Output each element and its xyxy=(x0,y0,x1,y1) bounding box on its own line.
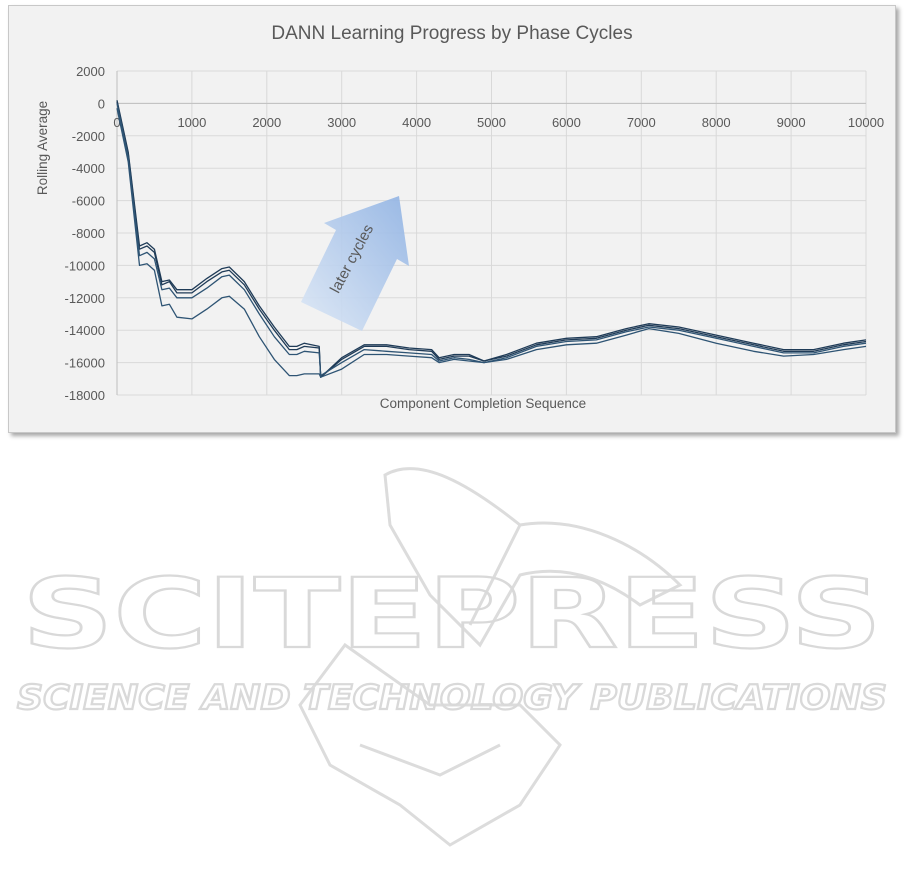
x-tick-label: 0 xyxy=(113,115,120,130)
series-line-1 xyxy=(116,100,867,378)
series-line-4 xyxy=(116,108,867,378)
x-tick-label: 1000 xyxy=(177,115,206,130)
series-lines xyxy=(116,100,867,378)
x-tick-label: 5000 xyxy=(477,115,506,130)
book-logo-icon xyxy=(298,467,683,847)
x-axis-label: Component Completion Sequence xyxy=(380,396,586,411)
x-tick-label: 9000 xyxy=(777,115,806,130)
series-line-2 xyxy=(116,101,867,378)
chart-frame: DANN Learning Progress by Phase Cycles 2… xyxy=(8,5,896,433)
y-tick-label: -10000 xyxy=(65,258,105,273)
sciteress-watermark: SCITEPRESS SCIENCE AND TECHNOLOGY PUBLIC… xyxy=(16,467,888,847)
x-tick-label: 10000 xyxy=(848,115,884,130)
y-tick-label: 2000 xyxy=(76,64,105,79)
gridlines xyxy=(116,70,867,396)
y-tick-label: 0 xyxy=(98,96,105,111)
y-tick-label: -18000 xyxy=(65,388,105,403)
x-tick-label: 6000 xyxy=(552,115,581,130)
x-tick-label: 2000 xyxy=(252,115,281,130)
x-tick-labels: 0 1000 2000 3000 4000 5000 6000 7000 8000 9000 100… xyxy=(113,115,884,130)
x-tick-label: 7000 xyxy=(627,115,656,130)
chart-title: DANN Learning Progress by Phase Cycles xyxy=(271,23,632,44)
y-tick-label: -8000 xyxy=(72,226,105,241)
y-tick-label: -4000 xyxy=(72,161,105,176)
watermark-brand: SCITEPRESS xyxy=(22,558,882,670)
line-chart: DANN Learning Progress by Phase Cycles 2… xyxy=(35,23,884,411)
y-axis-label: Rolling Average xyxy=(35,101,50,195)
y-tick-label: -12000 xyxy=(65,291,105,306)
series-line-3 xyxy=(116,103,867,377)
watermark-tagline: SCIENCE AND TECHNOLOGY PUBLICATIONS xyxy=(17,678,887,718)
y-tick-label: -2000 xyxy=(72,129,105,144)
y-tick-label: -14000 xyxy=(65,323,105,338)
y-tick-labels: 2000 0 -2000 -4000 -6000 -8000 -10000 -12000 -14… xyxy=(65,64,105,403)
y-tick-label: -16000 xyxy=(65,356,105,371)
x-tick-label: 4000 xyxy=(402,115,431,130)
x-tick-label: 3000 xyxy=(327,115,356,130)
later-cycles-arrow: later cycles xyxy=(301,196,409,331)
y-tick-label: -6000 xyxy=(72,194,105,209)
x-tick-label: 8000 xyxy=(702,115,731,130)
